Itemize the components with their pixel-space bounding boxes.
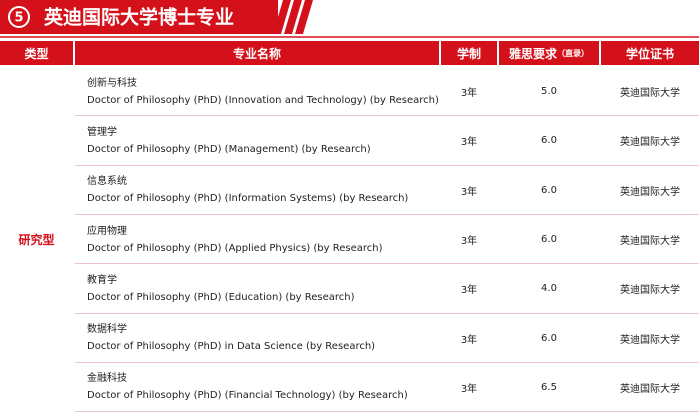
program-name: 数据科学 Doctor of Philosophy (PhD) in Data S…	[75, 314, 439, 363]
program-chinese: 信息系统	[87, 176, 127, 188]
badge-circle	[8, 6, 30, 28]
type-cell: 研究型	[18, 233, 55, 247]
row-divider	[75, 312, 699, 314]
banner-bar	[0, 0, 278, 34]
program-english: Doctor of Philosophy (PhD) (Applied Phys…	[87, 242, 383, 254]
program-english: Doctor of Philosophy (PhD) (Information …	[87, 193, 409, 205]
row-divider	[75, 164, 699, 166]
duration: 3年	[460, 285, 478, 297]
degree: 英迪国际大学	[620, 334, 680, 346]
duration: 3年	[460, 137, 478, 149]
badge: 5	[14, 11, 23, 26]
ielts: 6.0	[541, 184, 557, 196]
stripe	[295, 0, 313, 34]
ielts: 6.5	[541, 381, 557, 393]
duration: 3年	[460, 383, 478, 395]
program-name: 金融科技 Doctor of Philosophy (PhD) (Financia…	[75, 363, 439, 412]
row-divider	[75, 411, 699, 413]
degree: 英迪国际大学	[620, 285, 680, 297]
program-english: Doctor of Philosophy (PhD) (Management) …	[87, 143, 371, 155]
program-name: 教育学 Doctor of Philosophy (PhD) (Education…	[75, 264, 439, 313]
ielts: 4.0	[541, 283, 557, 295]
program-name: 创新与科技 Doctor of Philosophy (PhD) (Innovat…	[75, 67, 439, 116]
duration: 3年	[460, 186, 478, 198]
ielts: 6.0	[541, 234, 557, 246]
banner: 5 英迪国际大学博士专业	[0, 0, 699, 38]
title: 英迪国际大学博士专业	[44, 6, 234, 29]
ielts: 6.0	[541, 332, 557, 344]
column-header: 学位证书	[601, 41, 699, 65]
stripe	[284, 0, 302, 34]
program-chinese: 创新与科技	[87, 77, 137, 89]
degree: 英迪国际大学	[620, 137, 680, 149]
program-chinese: 应用物理	[87, 225, 127, 237]
duration: 3年	[460, 236, 478, 248]
program-english: Doctor of Philosophy (PhD) in Data Scien…	[87, 341, 376, 353]
degree: 英迪国际大学	[620, 383, 680, 395]
duration: 3年	[460, 88, 478, 100]
degree: 英迪国际大学	[620, 236, 680, 248]
program-chinese: 金融科技	[87, 373, 127, 385]
duration: 3年	[460, 334, 478, 346]
program-english: Doctor of Philosophy (PhD) (Financial Te…	[87, 390, 408, 402]
column-header: 专业名称	[75, 41, 439, 65]
program-english: Doctor of Philosophy (PhD) (Education) (…	[87, 291, 355, 303]
column-header: 雅思要求 （直录）	[499, 41, 599, 65]
column-label: 雅思要求	[508, 46, 557, 61]
program-chinese: 管理学	[87, 126, 117, 138]
row-divider	[75, 115, 699, 117]
program-name: 管理学 Doctor of Philosophy (PhD) (Managemen…	[75, 116, 439, 165]
row-divider	[75, 213, 699, 215]
program-name: 信息系统 Doctor of Philosophy (PhD) (Informat…	[75, 166, 439, 215]
ielts: 5.0	[541, 86, 557, 98]
ielts: 6.0	[541, 135, 557, 147]
program-english: Doctor of Philosophy (PhD) (Innovation a…	[87, 94, 439, 106]
degree: 英迪国际大学	[620, 88, 680, 100]
row-divider	[75, 263, 699, 265]
degree: 英迪国际大学	[620, 186, 680, 198]
row-divider	[75, 361, 699, 363]
column-header: 学制	[441, 41, 497, 65]
program-chinese: 数据科学	[87, 324, 127, 336]
column-note: （直录）	[557, 48, 589, 58]
program-name: 应用物理 Doctor of Philosophy (PhD) (Applied …	[75, 215, 439, 264]
program-chinese: 教育学	[87, 274, 117, 286]
column-header: 类型	[0, 41, 73, 65]
stripe	[273, 0, 291, 34]
